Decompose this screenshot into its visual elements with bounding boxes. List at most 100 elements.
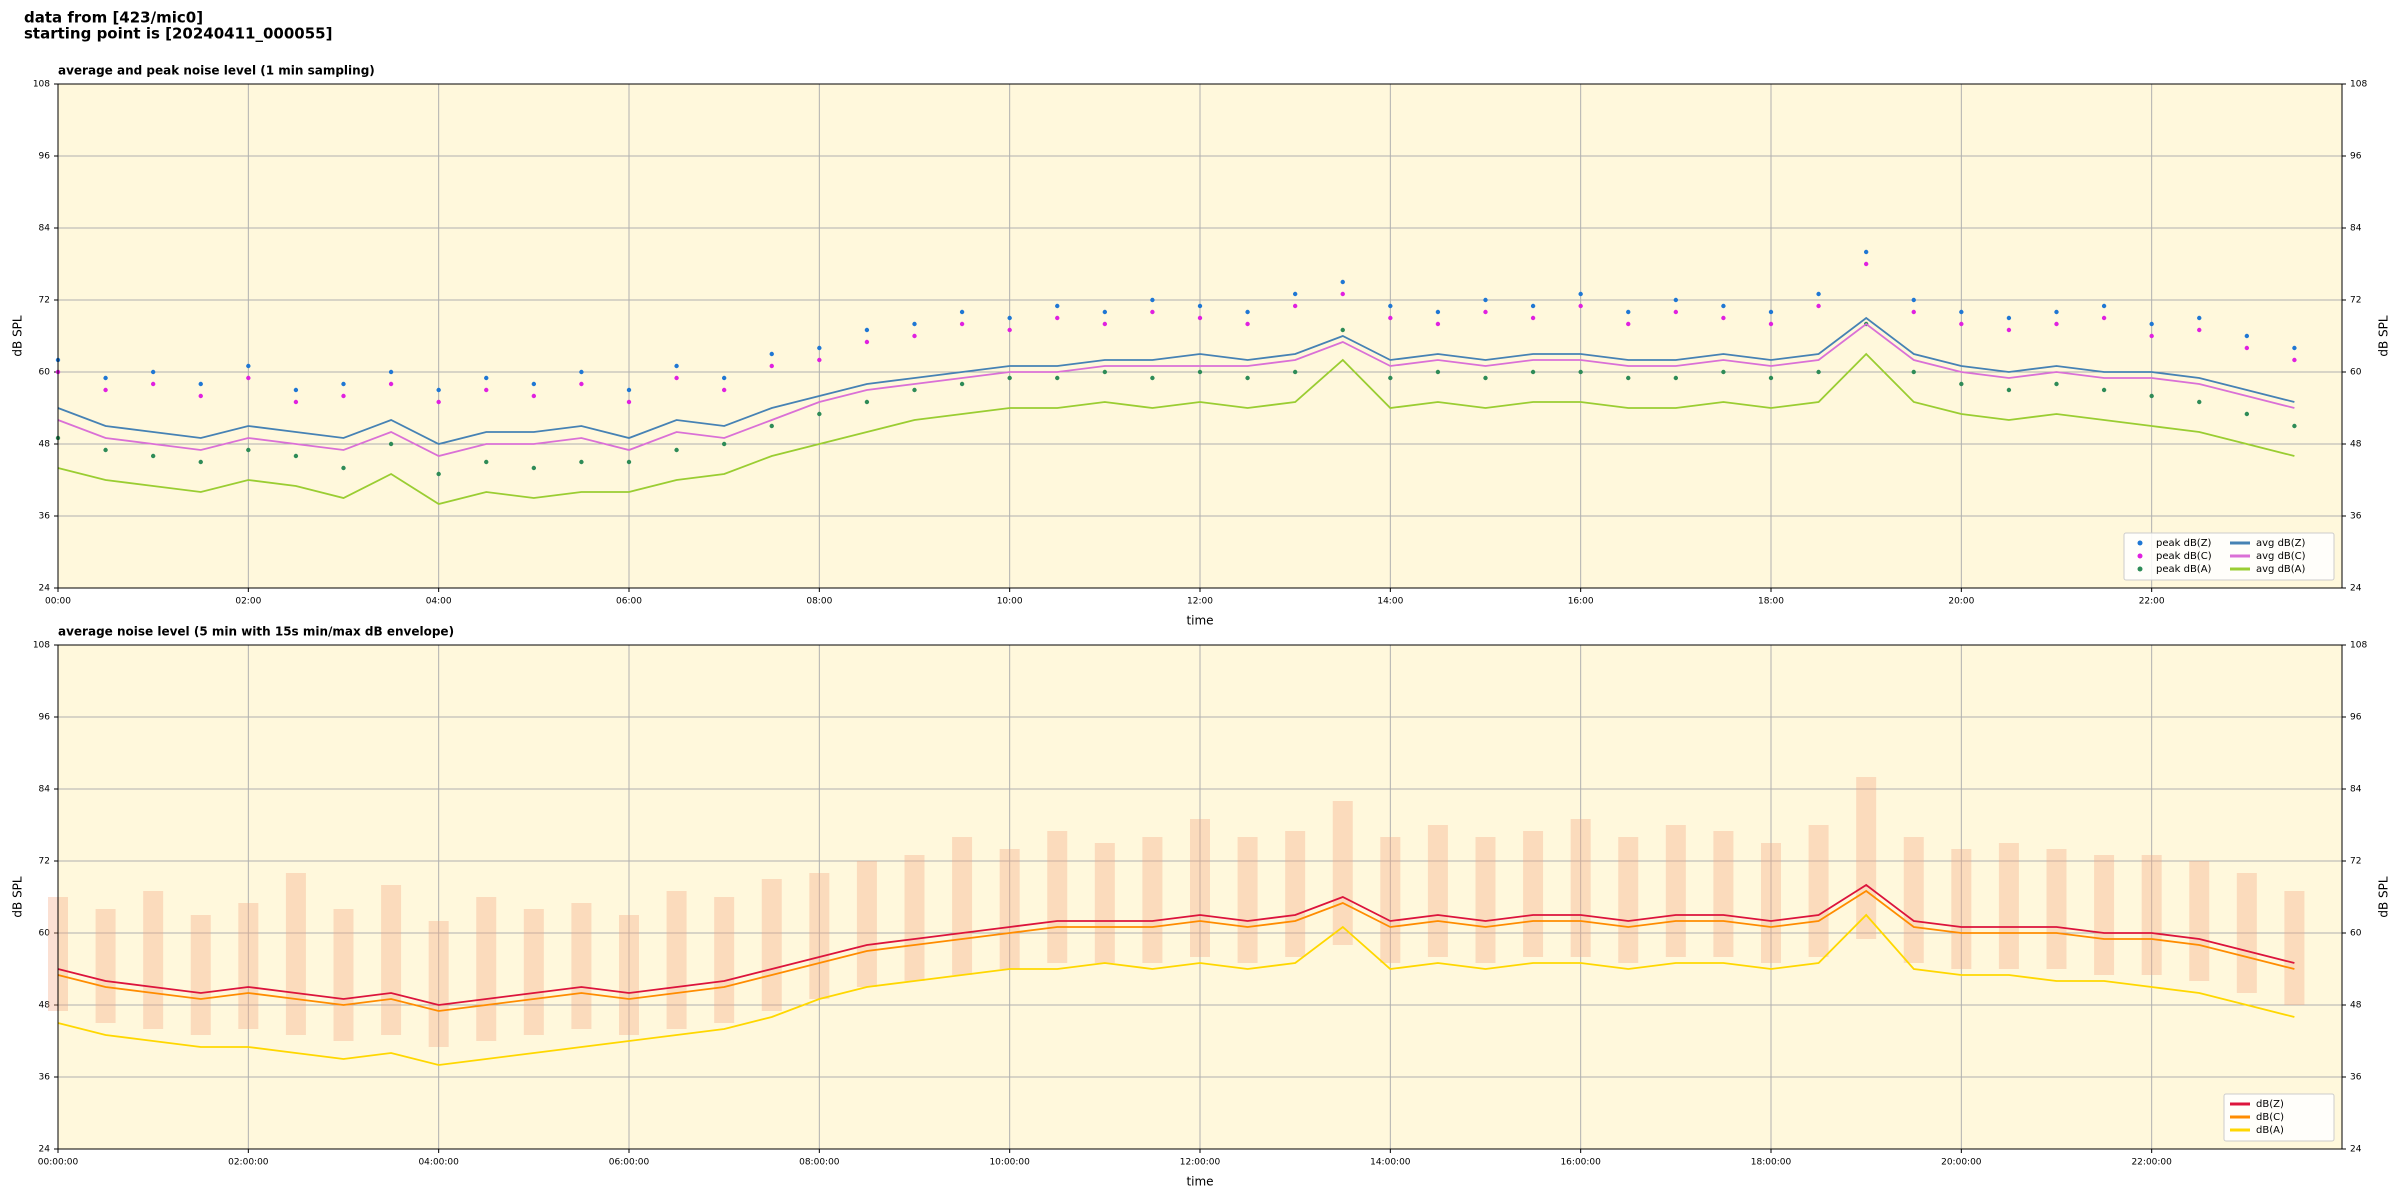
series-line [57,352,2295,505]
y-tick-label: 24 [39,1145,51,1155]
peak-point [1483,309,1488,315]
legend-box [2123,532,2335,581]
peak-point [531,381,537,387]
y-tick-label: 108 [33,641,50,651]
peak-point [769,423,774,429]
peak-point [1578,303,1583,309]
peak-point [579,459,584,465]
peak-point [1959,321,1964,327]
x-axis-label: time [1186,1175,1213,1189]
peak-point [1578,291,1583,297]
peak-point [484,375,489,381]
x-tick-label: 04:00:00 [418,1158,459,1168]
x-tick-label: 22:00:00 [2131,1158,2172,1168]
legend-marker [2137,553,2143,559]
peak-point [864,327,870,333]
peak-point [1388,303,1393,309]
peak-point [1483,375,1488,381]
peak-point [721,375,727,381]
peak-point [2006,315,2012,321]
peak-point [817,345,822,351]
peak-point [2101,303,2107,309]
peak-point [293,399,299,405]
peak-point [1435,321,1441,327]
peak-point [2244,411,2250,417]
peak-point [1530,303,1536,309]
series-line [57,913,2295,1066]
peak-point [1150,375,1155,381]
peak-point [2292,357,2297,363]
y-tick-label: 48 [39,1001,51,1011]
peak-point [626,387,632,393]
peak-point [1435,369,1441,375]
peak-point [1197,315,1203,321]
x-tick-label: 06:00:00 [609,1158,650,1168]
peak-point [1197,369,1203,375]
y-tick-label-right: 84 [2350,224,2362,234]
peak-point [198,381,203,387]
y-tick-label: 36 [39,512,51,522]
peak-point [1626,375,1631,381]
y-tick-label-right: 24 [2350,1145,2362,1155]
peak-point [2292,423,2297,429]
y-tick-label: 84 [39,224,51,234]
peak-point [721,441,727,447]
peak-point [1863,261,1869,267]
peak-point [150,369,156,375]
peak-point [150,381,156,387]
y-tick-label: 48 [39,440,51,450]
legend: peak dB(Z) peak dB(C) peak dB(A) avg dB(Z) a… [2123,532,2335,581]
y-tick-label: 96 [39,713,51,723]
peak-point [2149,333,2154,339]
peak-point [674,375,679,381]
y-tick-label: 60 [39,368,51,378]
peak-point [341,465,346,471]
peak-point [1245,309,1250,315]
peak-point [2197,399,2202,405]
peak-point [1768,375,1774,381]
peak-point [2149,393,2154,399]
peak-point [769,363,774,369]
peak-point [1911,369,1916,375]
peak-point [912,321,917,327]
peak-point [341,381,346,387]
peak-point [436,399,441,405]
peak-point [1055,303,1060,309]
series-line [57,322,2295,457]
peak-point [2006,327,2012,333]
x-tick-label: 04:00 [426,597,452,607]
peak-point [1816,303,1821,309]
peak-point [1435,309,1441,315]
x-tick-label: 16:00 [1568,597,1594,607]
peak-point [912,333,917,339]
y-tick-label-right: 96 [2350,713,2362,723]
peak-point [1102,369,1108,375]
legend: dB(Z) dB(C) dB(A) [2223,1093,2335,1142]
y-tick-label: 72 [39,857,50,867]
peak-point [626,459,632,465]
y-tick-label-right: 36 [2350,512,2362,522]
y-axis-label: dB SPL [11,315,25,357]
x-tick-label: 12:00:00 [1180,1158,1221,1168]
subplot: average and peak noise level (1 min samp… [11,64,2391,628]
peak-point [1007,327,1012,333]
y-tick-label-right: 60 [2350,368,2362,378]
peak-point [1673,375,1679,381]
x-tick-label: 20:00 [1948,597,1974,607]
plot-frame [57,83,2343,589]
peak-point [1102,321,1108,327]
peak-point [436,471,441,477]
peak-point [1150,297,1155,303]
peak-point [1816,291,1821,297]
peak-point [1340,291,1345,297]
peak-point [1911,309,1916,315]
x-tick-label: 20:00:00 [1941,1158,1982,1168]
peak-point [1626,309,1631,315]
peak-point [1626,321,1631,327]
peak-point [484,459,489,465]
series-line [57,883,2295,1006]
y-tick-label: 60 [39,929,51,939]
legend-marker [2137,566,2143,572]
peak-point [864,339,870,345]
peak-point [388,381,394,387]
